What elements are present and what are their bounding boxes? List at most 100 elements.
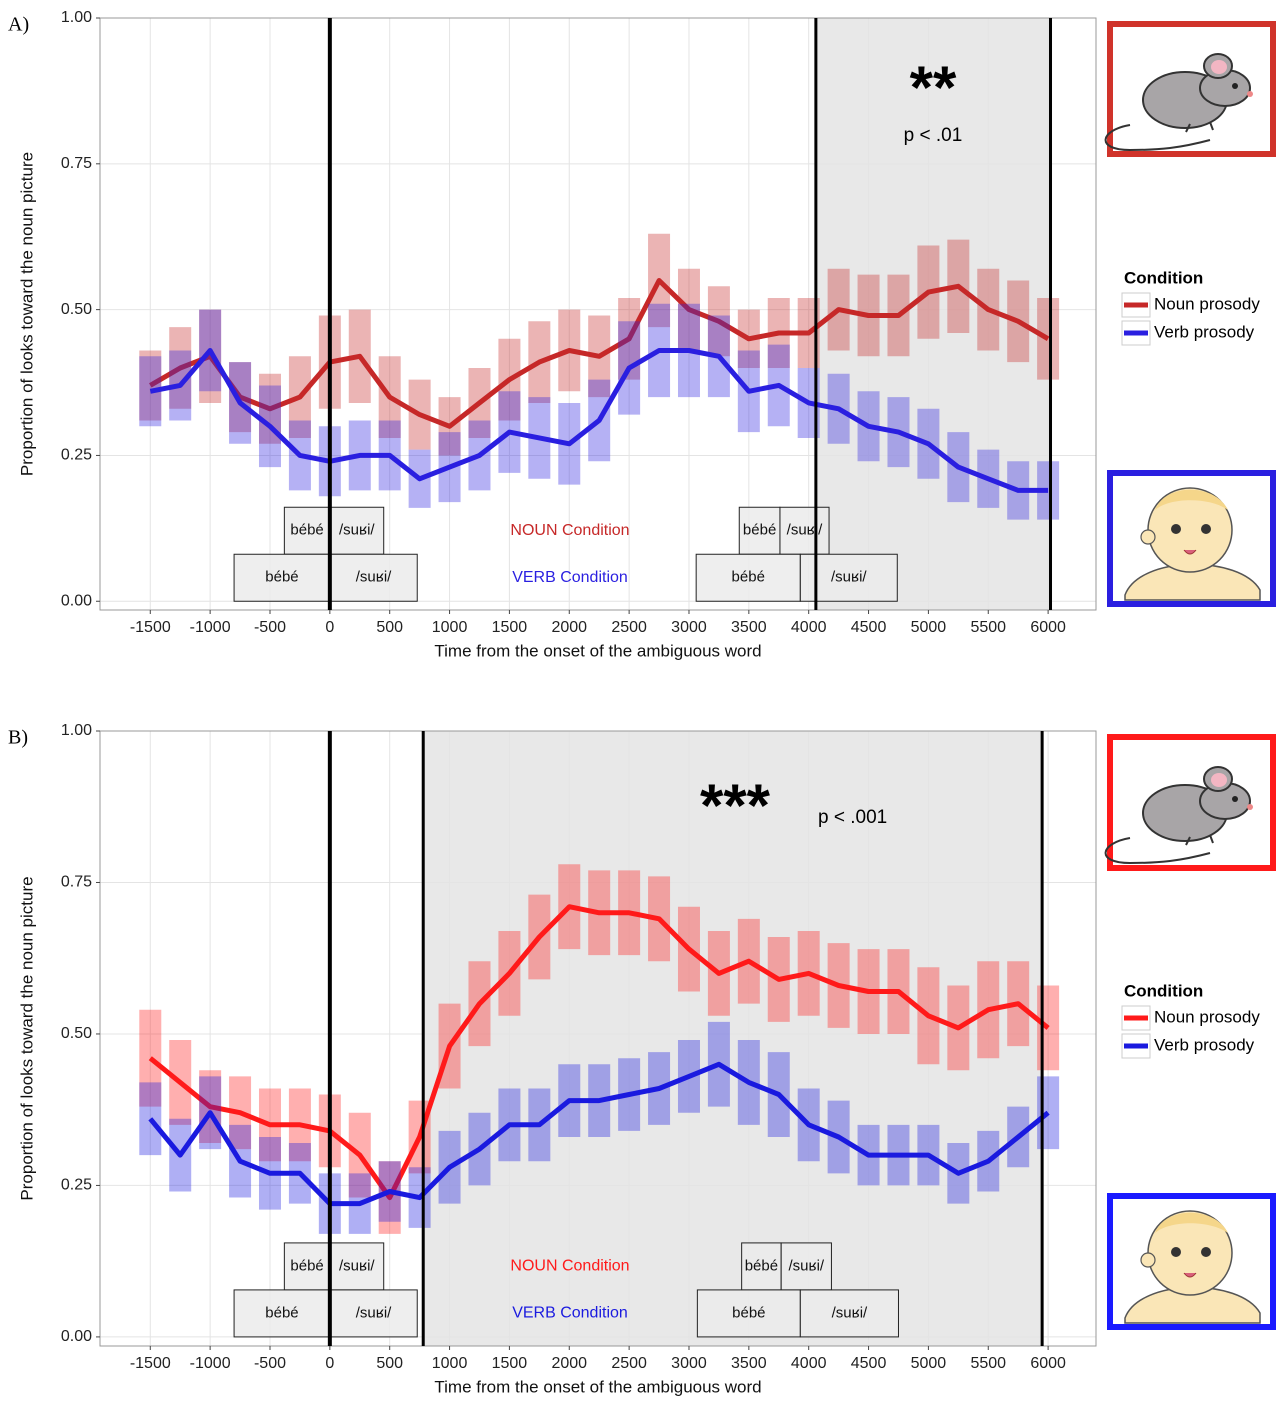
x-tick-label: -500 bbox=[254, 619, 286, 636]
x-tick-label: 1500 bbox=[492, 1355, 528, 1372]
x-tick-label: 5000 bbox=[911, 1355, 947, 1372]
x-tick-label: 2500 bbox=[611, 619, 647, 636]
word-box bbox=[741, 1242, 782, 1291]
x-tick-label: 2500 bbox=[611, 1355, 647, 1372]
p-value: p < .01 bbox=[904, 125, 963, 146]
y-tick-label: 0.00 bbox=[61, 592, 92, 609]
series-line bbox=[149, 348, 1049, 493]
y-tick-label: 0.75 bbox=[61, 874, 92, 891]
word-box bbox=[695, 553, 801, 602]
word-label: /suʁi/ bbox=[339, 1257, 375, 1274]
word-box bbox=[329, 1242, 385, 1291]
x-tick-label: 2000 bbox=[551, 619, 587, 636]
x-tick-label: 5500 bbox=[970, 619, 1006, 636]
x-tick-label: 500 bbox=[376, 1355, 403, 1372]
y-axis-title: Proportion of looks toward the noun pict… bbox=[17, 876, 36, 1200]
x-tick-label: 3500 bbox=[731, 1355, 767, 1372]
word-label: /suʁi/ bbox=[831, 569, 867, 586]
x-tick-label: 5000 bbox=[911, 619, 947, 636]
x-axis-title: Time from the onset of the ambiguous wor… bbox=[434, 641, 761, 660]
y-tick-label: 0.00 bbox=[61, 1328, 92, 1345]
x-tick-label: -1500 bbox=[130, 619, 171, 636]
word-label: /suʁi/ bbox=[356, 1304, 392, 1321]
chart-panel: -1500 -1000 -500 0 500 1000 1500 2000 2500 3000 35… bbox=[8, 9, 1260, 660]
word-box bbox=[799, 1289, 899, 1338]
series-line bbox=[148, 904, 1050, 1201]
legend-label: Verb prosody bbox=[1154, 1035, 1255, 1054]
condition-label: VERB Condition bbox=[512, 1305, 628, 1322]
legend-label: Noun prosody bbox=[1154, 1007, 1260, 1026]
x-tick-label: -500 bbox=[254, 1355, 286, 1372]
x-tick-label: -1500 bbox=[130, 1355, 171, 1372]
x-axis-title: Time from the onset of the ambiguous wor… bbox=[434, 1377, 761, 1396]
word-label: /suʁi/ bbox=[787, 522, 823, 539]
condition-label: VERB Condition bbox=[512, 569, 628, 586]
noun-picture bbox=[1104, 21, 1276, 157]
significance-stars: *** bbox=[700, 772, 771, 839]
y-axis-title: Proportion of looks toward the noun pict… bbox=[17, 152, 36, 476]
word-label: bébé bbox=[732, 1304, 765, 1321]
y-tick-label: 1.00 bbox=[61, 722, 92, 739]
word-label: bébé bbox=[265, 1304, 298, 1321]
series-line bbox=[149, 278, 1050, 429]
series-line bbox=[148, 1061, 1050, 1207]
condition-label: NOUN Condition bbox=[510, 522, 629, 539]
verb-picture bbox=[1107, 470, 1276, 607]
x-tick-label: 3000 bbox=[671, 619, 707, 636]
legend-title: Condition bbox=[1124, 268, 1203, 287]
x-tick-label: 4000 bbox=[791, 619, 827, 636]
word-label: bébé bbox=[743, 522, 776, 539]
word-box bbox=[329, 506, 385, 555]
condition-label: NOUN Condition bbox=[510, 1258, 629, 1275]
x-tick-label: 3000 bbox=[671, 1355, 707, 1372]
x-tick-label: 0 bbox=[325, 619, 334, 636]
word-box bbox=[283, 1242, 331, 1291]
y-tick-label: 0.50 bbox=[61, 301, 92, 318]
word-label: bébé bbox=[732, 569, 765, 586]
chart-panel: -1500 -1000 -500 0 500 1000 1500 2000 2500 3000 35… bbox=[8, 722, 1260, 1396]
x-tick-label: 0 bbox=[325, 1355, 334, 1372]
x-tick-label: 5500 bbox=[970, 1355, 1006, 1372]
x-tick-label: 3500 bbox=[731, 619, 767, 636]
word-label: bébé bbox=[745, 1257, 778, 1274]
p-value: p < .001 bbox=[818, 807, 887, 828]
x-tick-label: 1000 bbox=[432, 1355, 468, 1372]
word-label: /suʁi/ bbox=[832, 1304, 868, 1321]
word-label: bébé bbox=[290, 522, 323, 539]
x-tick-label: 4500 bbox=[851, 619, 887, 636]
x-tick-label: -1000 bbox=[190, 619, 231, 636]
word-label: /suʁi/ bbox=[788, 1257, 824, 1274]
x-tick-label: 6000 bbox=[1030, 1355, 1066, 1372]
word-label: /suʁi/ bbox=[339, 522, 375, 539]
word-label: /suʁi/ bbox=[356, 569, 392, 586]
verb-picture bbox=[1107, 1193, 1276, 1330]
word-box bbox=[283, 506, 331, 555]
x-tick-label: 2000 bbox=[551, 1355, 587, 1372]
significance-region bbox=[423, 731, 1043, 1346]
plot-border bbox=[99, 17, 1097, 611]
legend-label: Noun prosody bbox=[1154, 294, 1260, 313]
x-tick-label: -1000 bbox=[190, 1355, 231, 1372]
x-tick-label: 500 bbox=[376, 619, 403, 636]
y-tick-label: 0.50 bbox=[61, 1025, 92, 1042]
x-tick-label: 4500 bbox=[851, 1355, 887, 1372]
y-tick-label: 0.75 bbox=[61, 155, 92, 172]
word-box bbox=[329, 553, 418, 602]
word-box bbox=[738, 506, 781, 555]
x-tick-label: 6000 bbox=[1030, 619, 1066, 636]
legend-title: Condition bbox=[1124, 981, 1203, 1000]
panel-label: B) bbox=[8, 727, 28, 749]
word-box bbox=[233, 1289, 331, 1338]
y-tick-label: 1.00 bbox=[61, 9, 92, 26]
legend-label: Verb prosody bbox=[1154, 322, 1255, 341]
word-label: bébé bbox=[290, 1257, 323, 1274]
word-box bbox=[329, 1289, 418, 1338]
y-tick-label: 0.25 bbox=[61, 1177, 92, 1194]
x-tick-label: 1500 bbox=[492, 619, 528, 636]
noun-picture bbox=[1104, 734, 1276, 871]
word-box bbox=[779, 506, 830, 555]
x-tick-label: 4000 bbox=[791, 1355, 827, 1372]
plot-border bbox=[99, 730, 1097, 1347]
word-box bbox=[696, 1289, 801, 1338]
